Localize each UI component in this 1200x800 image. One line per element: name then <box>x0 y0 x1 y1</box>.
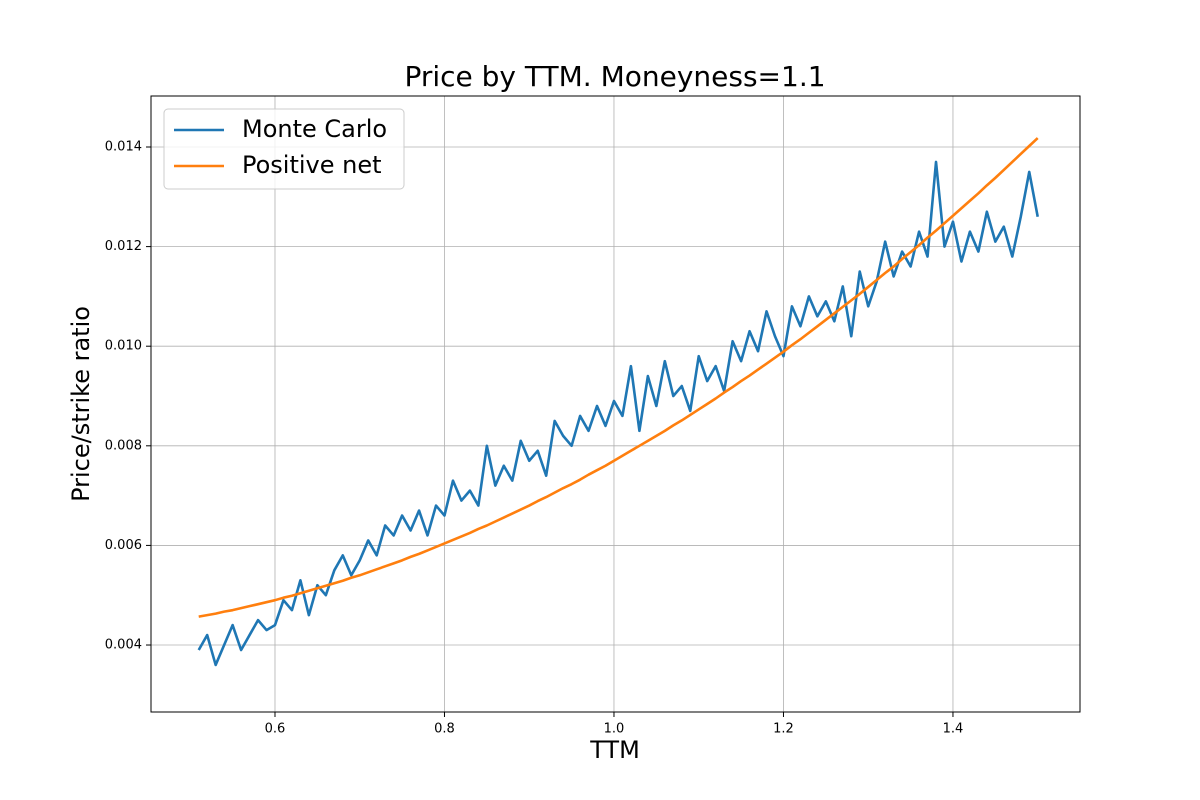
y-tick-label: 0.012 <box>105 239 142 254</box>
legend-label: Positive net <box>242 151 382 179</box>
x-tick-label: 0.8 <box>434 722 455 737</box>
legend-label: Monte Carlo <box>242 115 387 143</box>
series-line <box>198 137 1039 618</box>
x-tick-label: 1.2 <box>773 722 794 737</box>
plot-frame <box>150 95 1081 713</box>
y-tick-label: 0.008 <box>105 438 142 453</box>
y-axis-label: Price/strike ratio <box>67 306 95 502</box>
y-tick-label: 0.010 <box>105 339 142 354</box>
x-tick-label: 1.0 <box>604 722 625 737</box>
x-tick-label: 1.4 <box>943 722 964 737</box>
y-tick-label: 0.006 <box>105 538 142 553</box>
chart-title: Price by TTM. Moneyness=1.1 <box>404 60 825 93</box>
x-axis-label: TTM <box>589 736 640 764</box>
y-tick-label: 0.004 <box>105 638 142 653</box>
y-tick-label: 0.014 <box>105 139 142 154</box>
x-tick-label: 0.6 <box>265 722 286 737</box>
